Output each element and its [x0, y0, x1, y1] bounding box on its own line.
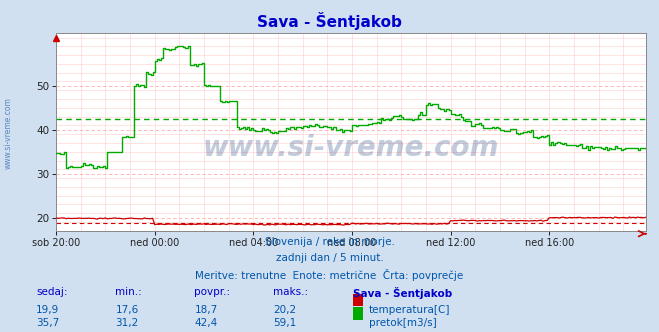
Text: 19,9: 19,9: [36, 305, 59, 315]
Text: povpr.:: povpr.:: [194, 287, 231, 297]
Text: min.:: min.:: [115, 287, 142, 297]
Text: 59,1: 59,1: [273, 318, 297, 328]
Text: www.si-vreme.com: www.si-vreme.com: [203, 134, 499, 162]
Text: Sava - Šentjakob: Sava - Šentjakob: [257, 12, 402, 30]
Text: Sava - Šentjakob: Sava - Šentjakob: [353, 287, 452, 299]
Text: pretok[m3/s]: pretok[m3/s]: [369, 318, 437, 328]
Text: 35,7: 35,7: [36, 318, 59, 328]
Text: maks.:: maks.:: [273, 287, 308, 297]
Text: Slovenija / reke in morje.: Slovenija / reke in morje.: [264, 237, 395, 247]
Text: sedaj:: sedaj:: [36, 287, 68, 297]
Text: Meritve: trenutne  Enote: metrične  Črta: povprečje: Meritve: trenutne Enote: metrične Črta: …: [195, 269, 464, 281]
Text: 17,6: 17,6: [115, 305, 138, 315]
Text: temperatura[C]: temperatura[C]: [369, 305, 451, 315]
Text: 20,2: 20,2: [273, 305, 297, 315]
Text: 31,2: 31,2: [115, 318, 138, 328]
Text: www.si-vreme.com: www.si-vreme.com: [4, 97, 13, 169]
Text: 42,4: 42,4: [194, 318, 217, 328]
Text: 18,7: 18,7: [194, 305, 217, 315]
Text: zadnji dan / 5 minut.: zadnji dan / 5 minut.: [275, 253, 384, 263]
